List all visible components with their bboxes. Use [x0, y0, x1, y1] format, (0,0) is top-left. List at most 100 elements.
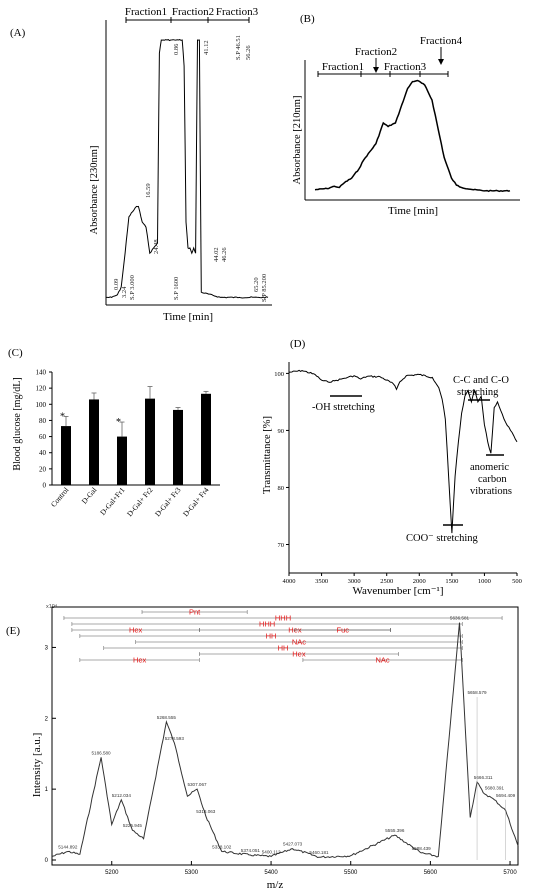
c-y-tick-label: 120	[36, 385, 47, 393]
panel-b-fraction1: Fraction1	[322, 61, 364, 73]
a-peak-label: 41.12	[203, 40, 210, 55]
c-bar	[61, 426, 71, 485]
panel-a-fraction2: Fraction2	[172, 6, 214, 18]
e-y-tick-label: 1	[45, 787, 49, 793]
panel-a-fraction-brackets: Fraction1 Fraction2 Fraction3	[125, 6, 259, 23]
e-span-label: HH	[278, 644, 289, 653]
e-y-tick-label: 0	[45, 858, 49, 864]
panel-b-xlabel: Time [min]	[388, 205, 438, 217]
c-bar	[117, 436, 127, 485]
panel-c-ylabel: Blood glucose [mg/dL]	[12, 377, 23, 470]
d-x-tick-label: 4000	[283, 578, 296, 585]
panel-e: (E) Intensity [a.u.] m/z x10⁴ 5200 5300 54…	[6, 603, 519, 891]
a-peak-label: 16.59	[145, 183, 152, 198]
panel-b-fraction4: Fraction4	[420, 35, 463, 47]
e-span-label: HHH	[259, 620, 275, 629]
d-x-tick-label: 1500	[445, 578, 458, 585]
c-x-label: D-Gal+ Fr2	[125, 485, 155, 518]
d-x-tick-label: 2000	[413, 578, 426, 585]
e-x-tick-label: 5700	[503, 870, 517, 876]
a-peak-label: S.P 46.51	[235, 35, 242, 60]
e-span-label: NAc	[292, 638, 306, 647]
e-span-label: HH	[266, 632, 277, 641]
panel-c-label: (C)	[8, 347, 23, 359]
c-y-tick-label: 20	[39, 465, 47, 473]
e-peak-label: 5338.102	[212, 844, 232, 849]
a-peak-label: 46.26	[221, 247, 228, 262]
e-peak-label: 5186.580	[91, 750, 111, 755]
a-peak-label: 56.26	[245, 45, 252, 60]
d-y-tick-label: 100	[274, 371, 284, 378]
e-peak-label: 5658.579	[467, 690, 487, 695]
panel-e-xlabel: m/z	[267, 879, 284, 891]
e-y-tick-label: 2	[45, 716, 49, 722]
d-annot-oh: -OH stretching	[312, 402, 375, 413]
e-peak-label: 5278.593	[165, 736, 185, 741]
c-x-label: D-Gal+Fr1	[98, 485, 127, 517]
d-annot-coo: COO⁻ stretching	[406, 533, 478, 544]
panel-b-label: (B)	[300, 13, 315, 25]
c-bar	[145, 398, 155, 485]
e-x-tick-label: 5600	[424, 870, 438, 876]
c-significance: *	[116, 417, 121, 428]
panel-d: (D) Transmittance [%] Wavenumber [cm⁻¹] …	[262, 338, 522, 597]
e-y-tick-label: 3	[45, 645, 49, 651]
panel-b: (B) Absorbance [210nm] Time [min] Fracti…	[292, 13, 520, 217]
d-annot-cc: C-C and C-O	[453, 375, 509, 386]
panel-a: (A) Absorbance [230nm] Time [min] Fracti…	[10, 6, 272, 323]
e-peak-label: 5460.181	[309, 850, 329, 855]
panel-d-annotations: -OH stretching C-C and C-O stretching an…	[312, 375, 512, 544]
panel-a-fraction1: Fraction1	[125, 6, 167, 18]
e-peak-label: 5307.067	[187, 782, 207, 787]
e-x-tick-label: 5300	[185, 870, 199, 876]
e-peak-label: 5427.073	[283, 842, 303, 847]
panel-e-frame	[51, 606, 519, 866]
d-x-tick-label: 1000	[478, 578, 491, 585]
e-peak-label: 5400.112	[262, 849, 281, 854]
panel-a-xlabel: Time [min]	[163, 311, 213, 323]
panel-b-fraction2: Fraction2	[355, 46, 397, 58]
panel-e-ylabel: Intensity [a.u.]	[31, 733, 43, 797]
e-peak-label: 5268.555	[157, 715, 177, 720]
d-annot-anom3: vibrations	[470, 486, 512, 497]
a-peak-label: S.P 3.000	[129, 275, 136, 300]
a-peak-label: 0.86	[173, 43, 180, 55]
c-bar	[201, 393, 211, 485]
panel-d-ticks: 4000 3500 3000 2500 2000 1500 1000 500 70 80 90 100	[274, 371, 522, 585]
panel-a-fraction3: Fraction3	[216, 6, 259, 18]
a-peak-label: 0.09	[113, 279, 120, 290]
panel-e-label: (E)	[6, 625, 20, 637]
panel-a-ylabel: Absorbance [230nm]	[89, 146, 100, 235]
d-x-tick-label: 2500	[380, 578, 393, 585]
c-x-label: D-Gal+ Fr4	[181, 485, 211, 518]
c-bar	[89, 399, 99, 485]
panel-d-label: (D)	[290, 338, 306, 350]
e-peak-label: 5212.034	[112, 793, 132, 798]
e-x-tick-label: 5200	[105, 870, 119, 876]
e-x-tick-label: 5500	[344, 870, 358, 876]
a-peak-label: 24.48	[153, 239, 160, 254]
e-span-label: HHH	[275, 614, 291, 623]
a-peak-label: S.P 85.200	[261, 274, 268, 302]
d-annot-anom2: carbon	[478, 474, 507, 485]
d-y-tick-label: 80	[278, 485, 285, 492]
c-significance: *	[60, 411, 65, 422]
c-y-tick-label: 0	[43, 482, 47, 490]
panel-b-fraction-brackets: Fraction1 Fraction2 Fraction3 Fraction4	[317, 35, 463, 77]
e-peak-label: 5374.051	[241, 848, 261, 853]
e-span-label: Hex	[133, 656, 147, 665]
panel-e-ticks: 5200 5300 5400 5500 5600 5700 0 1 2 3	[45, 645, 518, 876]
e-x-tick-label: 5400	[264, 870, 278, 876]
c-y-tick-label: 60	[39, 433, 47, 441]
c-y-tick-label: 140	[36, 369, 47, 377]
panel-c-bars: **	[60, 386, 211, 485]
d-x-tick-label: 500	[512, 578, 522, 585]
e-span-label: Fuc	[336, 626, 349, 635]
c-y-tick-label: 40	[39, 449, 47, 457]
d-x-tick-label: 3500	[315, 578, 328, 585]
e-peak-label: 5636.581	[450, 616, 470, 621]
panel-b-ylabel: Absorbance [210nm]	[292, 96, 303, 185]
panel-c-y-ticks: 0 20 40 60 80 100 120 140	[36, 369, 52, 490]
